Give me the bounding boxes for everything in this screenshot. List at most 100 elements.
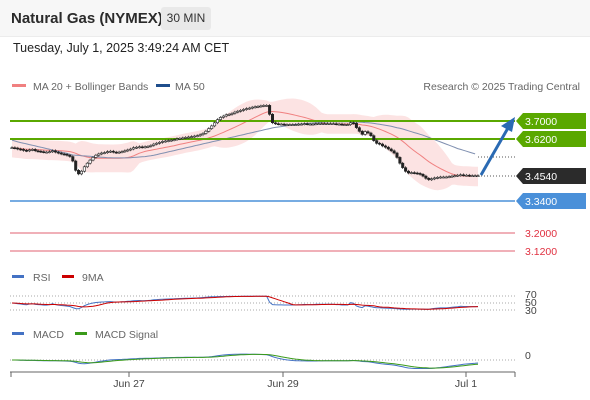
candle-body xyxy=(39,150,43,153)
candle-body xyxy=(392,150,396,154)
candle-body xyxy=(380,143,384,147)
macd-signal-legend-label: MACD Signal xyxy=(95,329,158,341)
candle-body xyxy=(343,124,347,126)
candle-body xyxy=(294,124,298,126)
rsi-legend-swatch xyxy=(12,275,24,278)
candle-body xyxy=(56,151,60,154)
macd-legend-label: MACD xyxy=(33,329,64,341)
candle-body xyxy=(149,145,153,147)
candle-body xyxy=(351,122,355,125)
candle-body xyxy=(239,110,243,112)
candle-body xyxy=(441,176,445,179)
timeframe-badge[interactable]: 30 MIN xyxy=(161,7,211,30)
candle-body xyxy=(314,123,318,125)
candle-body xyxy=(24,150,28,152)
candle-body xyxy=(378,142,382,145)
candle-body xyxy=(22,149,26,151)
candle-body xyxy=(276,123,280,125)
candle-body xyxy=(421,174,425,177)
candle-body xyxy=(291,124,295,126)
candle-body xyxy=(108,150,112,153)
ma20-legend-label: MA 20 + Bollinger Bands xyxy=(33,81,148,93)
candle-body xyxy=(230,113,234,115)
candle-body xyxy=(155,142,159,145)
candle-body xyxy=(427,178,431,180)
ma20-legend-swatch xyxy=(12,84,26,87)
candle-body xyxy=(68,154,72,157)
candle-body xyxy=(412,172,416,174)
candle-body xyxy=(398,157,402,164)
candle-body xyxy=(91,157,95,161)
candle-body xyxy=(253,106,257,109)
candle-body xyxy=(279,123,283,126)
candle-body xyxy=(372,135,376,141)
x-axis-label-jun29: Jun 29 xyxy=(267,378,299,390)
candle-body xyxy=(340,123,344,126)
candle-body xyxy=(288,124,292,126)
candle-body xyxy=(259,105,263,108)
candle-body xyxy=(216,119,220,124)
candle-body xyxy=(94,154,98,158)
rsi-ma-line xyxy=(11,295,479,310)
rsi-50-label: 50 xyxy=(525,297,537,309)
candle-body xyxy=(401,162,405,168)
candle-body xyxy=(473,175,477,177)
candle-body xyxy=(389,148,393,152)
candle-body xyxy=(320,123,324,125)
candle-body xyxy=(395,152,399,158)
price-candles xyxy=(10,104,480,181)
candle-body xyxy=(433,177,437,180)
ma50-legend-swatch xyxy=(156,84,170,87)
rsi-ma-legend-swatch xyxy=(62,275,74,278)
candle-body xyxy=(459,174,463,177)
candle-body xyxy=(299,123,303,126)
candle-body xyxy=(285,124,289,126)
candle-body xyxy=(71,156,75,162)
candle-body xyxy=(334,123,338,125)
candle-body xyxy=(45,151,49,154)
candle-body xyxy=(166,140,170,142)
candle-body xyxy=(207,128,211,132)
candle-body xyxy=(236,110,240,113)
candle-body xyxy=(97,153,101,156)
instrument-title: Natural Gas (NYMEX) xyxy=(11,10,163,27)
candle-body xyxy=(450,175,454,178)
candle-body xyxy=(331,123,335,125)
candle-body xyxy=(169,139,173,142)
candle-body xyxy=(456,174,460,177)
x-axis-label-jun27: Jun 27 xyxy=(113,378,145,390)
candle-body xyxy=(218,117,222,120)
candle-body xyxy=(323,123,327,125)
rsi-ma-legend-label: 9MA xyxy=(82,272,104,284)
candle-body xyxy=(137,146,141,149)
candle-body xyxy=(77,170,81,175)
candle-body xyxy=(190,136,194,138)
macd-legend-swatch xyxy=(12,332,24,335)
candle-body xyxy=(424,175,428,179)
resistance-2-tag xyxy=(516,113,586,129)
forecast-arrow-head xyxy=(501,117,515,132)
candle-body xyxy=(302,123,306,125)
candle-body xyxy=(282,123,286,126)
candle-body xyxy=(198,134,202,137)
candle-body xyxy=(123,150,127,153)
candle-body xyxy=(10,147,14,149)
x-axis-label-jul1: Jul 1 xyxy=(455,378,477,390)
candle-body xyxy=(435,177,439,179)
candle-body xyxy=(438,176,442,179)
resistance-2-value: 3.7000 xyxy=(525,116,557,128)
candle-body xyxy=(268,105,272,115)
candle-body xyxy=(111,150,115,153)
candle-body xyxy=(406,170,410,174)
candle-body xyxy=(59,152,63,155)
last-price-value: 3.4540 xyxy=(525,171,557,183)
candle-body xyxy=(337,123,341,126)
candle-body xyxy=(464,174,468,177)
candle-body xyxy=(158,142,162,144)
forecast-arrow-shaft xyxy=(479,127,510,176)
candle-body xyxy=(317,123,321,125)
ma50-line xyxy=(11,121,476,159)
candle-body xyxy=(383,145,387,148)
candle-body xyxy=(360,130,364,135)
candle-body xyxy=(244,108,248,110)
